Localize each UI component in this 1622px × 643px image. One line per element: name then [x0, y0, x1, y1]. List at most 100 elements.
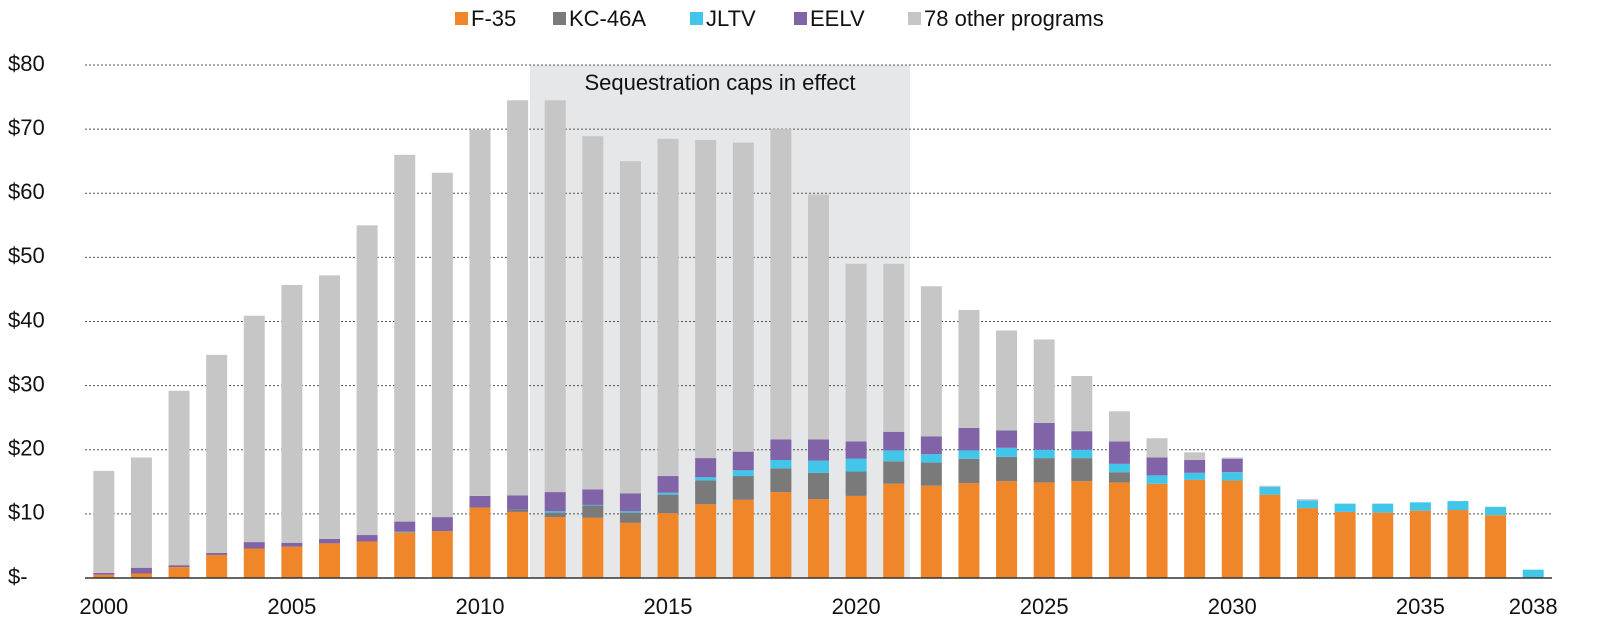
bar-segment [657, 492, 679, 495]
bar-segment [168, 390, 190, 566]
bar-segment [1146, 475, 1168, 484]
legend-swatch [908, 12, 921, 25]
bar-segment [1297, 499, 1318, 501]
bar-segment [996, 456, 1018, 482]
bar-segment [1259, 486, 1281, 495]
bar-segment [582, 505, 604, 518]
y-tick-label: $- [8, 564, 28, 589]
y-tick-label: $60 [8, 179, 45, 204]
bar-segment [1297, 500, 1318, 509]
bar-segment [1184, 452, 1206, 461]
bar-segment [619, 161, 641, 494]
annotation: Sequestration caps in effect [584, 70, 855, 95]
x-tick-label: 2005 [267, 594, 316, 619]
bar-segment [920, 485, 942, 578]
bar-segment [281, 542, 303, 547]
bar-segment [1409, 502, 1431, 511]
bar-segment [1108, 441, 1130, 464]
bar-segment [808, 460, 829, 473]
bar-segment [883, 450, 905, 462]
bar-segment [920, 454, 942, 463]
bar-segment [243, 548, 265, 578]
x-tick-label: 2015 [644, 594, 693, 619]
bar-segment [619, 511, 641, 513]
bar-segment [1146, 457, 1168, 476]
bar-segment [319, 538, 340, 544]
bar-segment [1108, 482, 1130, 578]
bar-segment [883, 461, 905, 484]
bar-segment [394, 531, 416, 533]
bar-segment [845, 441, 867, 459]
bar-segment [130, 457, 152, 568]
x-tick-label: 2010 [455, 594, 504, 619]
legend-swatch [455, 12, 468, 25]
bar-segment [356, 535, 378, 542]
bar-segment [93, 470, 115, 573]
bar-segment [657, 513, 679, 578]
bar-segment [1485, 506, 1507, 516]
bar-segment [507, 509, 529, 512]
bar-segment [1259, 494, 1281, 578]
bar-segment [695, 504, 717, 578]
bar-segment [431, 531, 453, 578]
bar-segment [1108, 472, 1130, 483]
bar-segment [469, 129, 491, 496]
bar-segment [544, 512, 566, 518]
bar-segment [394, 532, 416, 578]
bar-segment [1221, 457, 1243, 459]
y-tick-label: $30 [8, 371, 45, 396]
bar-segment [808, 499, 829, 578]
legend-label: EELV [810, 6, 865, 31]
bar-segment [996, 447, 1018, 457]
bar-segment [883, 431, 905, 451]
bar-segment [958, 458, 980, 484]
bar-segment [281, 546, 303, 578]
bar-segment [770, 460, 792, 469]
bar-segment [319, 543, 340, 578]
bar-segment [1522, 569, 1544, 578]
bar-segment [1184, 472, 1206, 480]
bar-segment [206, 552, 228, 555]
bar-segment [1372, 503, 1394, 513]
bar-segment [1071, 376, 1093, 432]
legend-label: F-35 [471, 6, 516, 31]
bar-segment [883, 263, 905, 432]
legend-label: KC-46A [569, 6, 646, 31]
legend-swatch [553, 12, 566, 25]
bar-segment [732, 499, 754, 578]
bar-segment [1184, 479, 1206, 578]
x-tick-label: 2030 [1208, 594, 1257, 619]
bar-segment [130, 573, 152, 578]
bar-segment [920, 286, 942, 437]
bar-segment [1033, 339, 1055, 423]
x-tick-label: 2038 [1509, 594, 1558, 619]
bar-segment [845, 458, 867, 472]
y-tick-label: $20 [8, 436, 45, 461]
bar-segment [1033, 422, 1055, 450]
bar-segment [431, 517, 453, 532]
bar-segment [431, 172, 453, 518]
bar-segment [507, 511, 529, 578]
bar-segment [243, 315, 265, 543]
bar-segment [1071, 449, 1093, 459]
bar-segment [808, 472, 829, 500]
bar-segment [206, 354, 228, 553]
bar-segment [1334, 503, 1356, 512]
y-tick-label: $50 [8, 243, 45, 268]
bar-segment [732, 476, 754, 500]
bar-segment [168, 567, 190, 578]
bar-segment [958, 483, 980, 578]
bar-segment [1033, 482, 1055, 578]
bar-segment [130, 567, 152, 574]
bar-segment [958, 309, 980, 428]
bar-segment [582, 136, 604, 490]
bar-segment [770, 468, 792, 493]
bar-segment [1447, 501, 1469, 511]
bar-segment [1297, 508, 1318, 578]
bar-segment [544, 517, 566, 578]
bar-segment [657, 138, 679, 477]
bar-segment [619, 512, 641, 523]
bar-segment [507, 100, 529, 496]
bar-segment [732, 142, 754, 452]
